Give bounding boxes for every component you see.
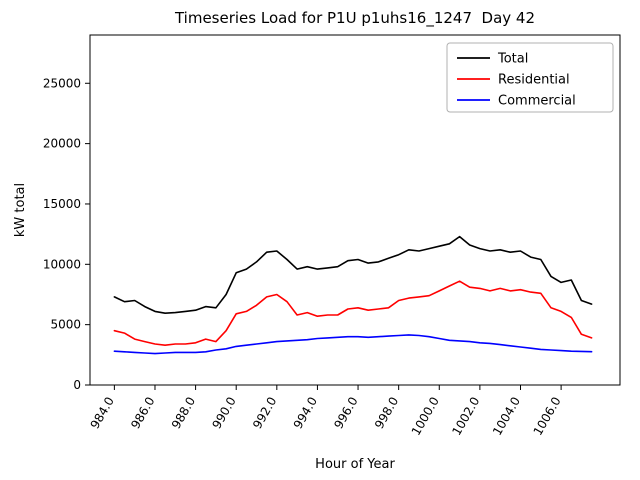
x-tick-label: 986.0	[128, 395, 157, 432]
x-tick-label: 988.0	[169, 395, 198, 432]
x-tick-label: 984.0	[88, 395, 117, 432]
series-line-commercial	[113, 334, 593, 355]
x-tick-label: 992.0	[250, 395, 279, 432]
y-tick-label: 10000	[43, 257, 81, 271]
y-axis-label: kW total	[13, 183, 28, 237]
x-tick-label: 1000.0	[409, 395, 442, 438]
series-line-total	[113, 235, 593, 315]
y-tick-label: 5000	[50, 318, 81, 332]
x-tick-label: 1004.0	[490, 395, 523, 438]
y-tick-label: 0	[73, 378, 81, 392]
series-line-residential	[113, 280, 593, 347]
x-axis-label: Hour of Year	[315, 457, 395, 472]
y-tick-label: 20000	[43, 137, 81, 151]
y-tick-label: 25000	[43, 76, 81, 90]
legend-label-residential: Residential	[498, 73, 570, 88]
x-tick-label: 1002.0	[449, 395, 482, 438]
x-tick-label: 998.0	[372, 395, 401, 432]
x-tick-label: 996.0	[331, 395, 360, 432]
legend-box	[446, 42, 614, 113]
legend-label-commercial: Commercial	[498, 94, 576, 109]
y-tick-label: 15000	[43, 197, 81, 211]
chart-title: Timeseries Load for P1U p1uhs16_1247 Day…	[174, 9, 536, 27]
x-tick-label: 994.0	[291, 395, 320, 432]
legend-label-total: Total	[497, 52, 528, 67]
x-tick-label: 1006.0	[531, 395, 564, 438]
x-tick-label: 990.0	[210, 395, 239, 432]
